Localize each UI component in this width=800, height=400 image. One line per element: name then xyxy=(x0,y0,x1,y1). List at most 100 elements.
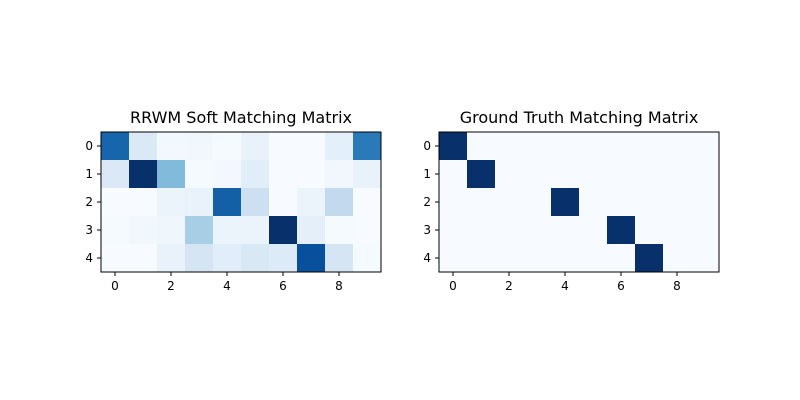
heatmap-cell xyxy=(607,216,636,245)
heatmap-cell xyxy=(663,216,692,245)
heatmap-ground-truth-title: Ground Truth Matching Matrix xyxy=(460,108,699,127)
heatmap-cell xyxy=(297,160,326,189)
heatmap-cell xyxy=(157,188,186,217)
y-tick-label: 0 xyxy=(85,139,93,153)
heatmap-cell xyxy=(495,132,524,161)
heatmap-cell xyxy=(663,160,692,189)
heatmap-cell xyxy=(607,160,636,189)
heatmap-cell xyxy=(353,216,382,245)
y-tick-label: 4 xyxy=(85,251,93,265)
heatmap-cell xyxy=(579,160,608,189)
heatmap-cell xyxy=(157,216,186,245)
y-tick-label: 2 xyxy=(423,195,431,209)
x-tick-label: 0 xyxy=(449,279,457,293)
heatmap-rrwm-cells xyxy=(101,132,382,273)
heatmap-cell xyxy=(353,160,382,189)
heatmap-cell xyxy=(607,132,636,161)
heatmap-ground-truth: Ground Truth Matching Matrix 0 2 4 6 8 0 1 2 3 4 xyxy=(423,108,720,293)
heatmap-cell xyxy=(523,132,552,161)
heatmap-cell xyxy=(185,188,214,217)
heatmap-cell xyxy=(101,216,130,245)
heatmap-cell xyxy=(439,160,468,189)
heatmap-cell xyxy=(269,160,298,189)
heatmap-cell xyxy=(579,244,608,273)
heatmap-cell xyxy=(157,132,186,161)
heatmap-cell xyxy=(269,132,298,161)
y-tick-label: 3 xyxy=(85,223,93,237)
heatmap-cell xyxy=(579,188,608,217)
heatmap-cell xyxy=(439,244,468,273)
heatmap-cell xyxy=(551,188,580,217)
heatmap-cell xyxy=(325,244,354,273)
heatmap-cell xyxy=(551,216,580,245)
heatmap-cell xyxy=(213,160,242,189)
y-tick-label: 4 xyxy=(423,251,431,265)
heatmap-cell xyxy=(129,132,158,161)
heatmap-cell xyxy=(101,244,130,273)
heatmap-ground-truth-xticks: 0 2 4 6 8 xyxy=(449,272,681,293)
heatmap-cell xyxy=(635,188,664,217)
heatmap-cell xyxy=(213,188,242,217)
heatmap-cell xyxy=(157,160,186,189)
heatmap-cell xyxy=(269,188,298,217)
heatmap-cell xyxy=(353,188,382,217)
heatmap-cell xyxy=(185,160,214,189)
x-tick-label: 8 xyxy=(335,279,343,293)
heatmap-cell xyxy=(691,160,720,189)
heatmap-rrwm-xticks: 0 2 4 6 8 xyxy=(111,272,343,293)
heatmap-cell xyxy=(325,188,354,217)
heatmap-cell xyxy=(663,244,692,273)
heatmap-cell xyxy=(101,132,130,161)
heatmap-cell xyxy=(495,160,524,189)
y-tick-label: 0 xyxy=(423,139,431,153)
x-tick-label: 8 xyxy=(673,279,681,293)
heatmap-cell xyxy=(269,244,298,273)
heatmap-cell xyxy=(607,244,636,273)
heatmap-cell xyxy=(495,216,524,245)
heatmap-ground-truth-cells xyxy=(439,132,720,273)
y-tick-label: 3 xyxy=(423,223,431,237)
y-tick-label: 1 xyxy=(85,167,93,181)
heatmap-cell xyxy=(353,132,382,161)
heatmap-ground-truth-yticks: 0 1 2 3 4 xyxy=(423,139,439,265)
heatmap-cell xyxy=(241,132,270,161)
heatmap-cell xyxy=(101,188,130,217)
heatmap-cell xyxy=(325,160,354,189)
heatmap-cell xyxy=(241,160,270,189)
heatmap-cell xyxy=(691,132,720,161)
heatmap-cell xyxy=(635,244,664,273)
heatmap-cell xyxy=(607,188,636,217)
heatmap-cell xyxy=(691,188,720,217)
heatmap-cell xyxy=(691,244,720,273)
heatmap-cell xyxy=(129,244,158,273)
heatmap-cell xyxy=(551,132,580,161)
heatmap-cell xyxy=(523,244,552,273)
heatmap-cell xyxy=(269,216,298,245)
x-tick-label: 2 xyxy=(505,279,513,293)
heatmap-cell xyxy=(523,216,552,245)
heatmap-cell xyxy=(551,160,580,189)
heatmap-cell xyxy=(579,132,608,161)
heatmap-cell xyxy=(241,244,270,273)
heatmap-cell xyxy=(297,188,326,217)
heatmap-cell xyxy=(297,244,326,273)
heatmap-cell xyxy=(439,188,468,217)
heatmap-cell xyxy=(241,188,270,217)
heatmap-cell xyxy=(213,244,242,273)
heatmap-cell xyxy=(663,188,692,217)
heatmap-cell xyxy=(325,216,354,245)
heatmap-cell xyxy=(467,132,496,161)
heatmap-cell xyxy=(297,132,326,161)
heatmap-cell xyxy=(635,216,664,245)
heatmap-cell xyxy=(523,160,552,189)
heatmap-cell xyxy=(213,132,242,161)
heatmap-cell xyxy=(439,132,468,161)
heatmap-cell xyxy=(635,132,664,161)
heatmap-cell xyxy=(495,188,524,217)
y-tick-label: 2 xyxy=(85,195,93,209)
heatmap-cell xyxy=(439,216,468,245)
heatmap-cell xyxy=(129,216,158,245)
x-tick-label: 6 xyxy=(279,279,287,293)
heatmap-rrwm-yticks: 0 1 2 3 4 xyxy=(85,139,101,265)
